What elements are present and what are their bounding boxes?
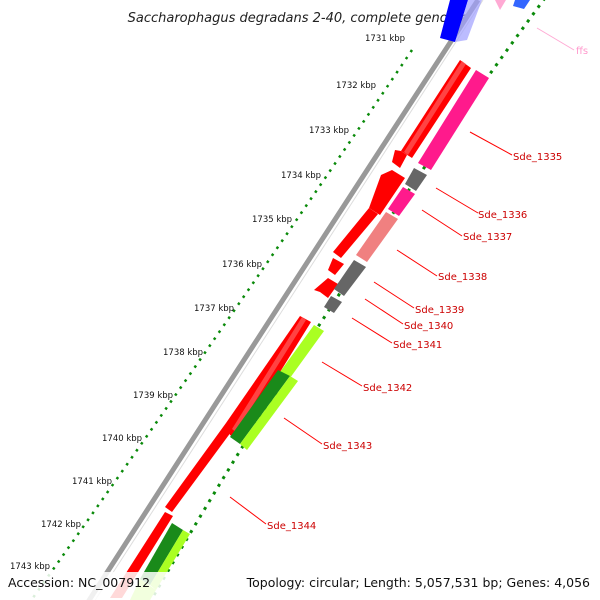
ruler-label: 1731 kbp xyxy=(365,34,405,44)
map-title: Saccharophagus degradans 2-40, complete … xyxy=(128,11,469,26)
ruler-labels: 1731 kbp 1732 kbp 1733 kbp 1734 kbp 1735… xyxy=(10,34,405,572)
ruler-label: 1738 kbp xyxy=(163,348,203,358)
ruler-label: 1735 kbp xyxy=(252,215,292,225)
gene-highlight xyxy=(232,317,306,432)
gene-arrow-sde-1344 xyxy=(140,523,183,585)
ruler-label: 1734 kbp xyxy=(281,171,321,181)
ruler-label: 1742 kbp xyxy=(41,520,81,530)
gene-arrow-sde-1342 xyxy=(280,325,324,378)
gene-arrow-sde-1336 xyxy=(405,168,427,191)
gene-arrow-sde-1340 xyxy=(324,296,342,313)
gene-label-sde-1340: Sde_1340 xyxy=(404,321,453,332)
gene-label-sde-1342: Sde_1342 xyxy=(363,383,412,394)
ruler-label: 1743 kbp xyxy=(10,562,50,572)
gene-arrow-sde-1343-b xyxy=(240,376,298,450)
ruler-label: 1740 kbp xyxy=(102,434,142,444)
rna-feature-arrow xyxy=(495,0,506,10)
gene-label-sde-1339: Sde_1339 xyxy=(415,305,464,316)
leader-sde-1343 xyxy=(283,417,323,445)
gene-label-sde-1344: Sde_1344 xyxy=(267,521,316,532)
gc-skew-outer-track xyxy=(149,0,546,600)
gene-label-leaders xyxy=(229,131,513,525)
blue-feature-top-light xyxy=(455,0,482,42)
gene-label-sde-1343: Sde_1343 xyxy=(323,441,372,452)
gene-arrow xyxy=(314,278,338,298)
gene-label-sde-1335: Sde_1335 xyxy=(513,152,562,163)
footer-background xyxy=(0,572,600,600)
gene-label-sde-1337: Sde_1337 xyxy=(463,232,512,243)
reverse-strand-genes xyxy=(130,70,489,600)
gene-label-sde-1338: Sde_1338 xyxy=(438,272,487,283)
gc-content-track xyxy=(29,49,414,600)
ruler-label: 1739 kbp xyxy=(133,391,173,401)
gene-arrow-sde-1339 xyxy=(334,260,366,296)
rna-label-leader xyxy=(536,27,575,51)
leader-sde-1344 xyxy=(229,496,267,525)
gene-arrow xyxy=(328,258,344,275)
ruler-label: 1741 kbp xyxy=(72,477,112,487)
gene-arrow-sde-1337 xyxy=(388,187,415,216)
blue-feature-right xyxy=(513,0,530,9)
gene-arrow xyxy=(165,423,234,512)
leader-sde-1336 xyxy=(435,187,479,214)
leader-sde-1340 xyxy=(364,298,404,325)
leader-sde-1335 xyxy=(469,131,513,156)
leader-sde-1342 xyxy=(321,361,363,387)
leader-sde-1337 xyxy=(421,209,463,237)
gene-arrow xyxy=(392,150,407,168)
leader-sde-1341 xyxy=(351,317,393,344)
leader-sde-1338 xyxy=(396,249,438,277)
genome-backbone xyxy=(86,0,481,600)
gene-arrow-sde-1343 xyxy=(230,370,290,444)
ruler-label: 1732 kbp xyxy=(336,81,376,91)
genome-backbone-inner xyxy=(94,0,484,600)
gene-arrow-sde-1338 xyxy=(356,212,398,262)
gene-label-sde-1336: Sde_1336 xyxy=(478,210,527,221)
accession-label: Accession: NC_007912 xyxy=(8,575,150,590)
leader-sde-1339 xyxy=(373,281,415,309)
gene-arrow xyxy=(369,170,405,215)
forward-strand-genes xyxy=(110,60,471,598)
gene-arrow xyxy=(333,208,378,258)
ruler-label: 1736 kbp xyxy=(222,260,262,270)
gene-labels: Sde_1335 Sde_1336 Sde_1337 Sde_1338 Sde_… xyxy=(267,152,562,532)
gene-label-sde-1341: Sde_1341 xyxy=(393,340,442,351)
ruler-label: 1737 kbp xyxy=(194,304,234,314)
ruler-label: 1733 kbp xyxy=(309,126,349,136)
gene-arrow-sde-1335 xyxy=(418,70,489,170)
gene-highlight xyxy=(404,61,466,155)
topology-label: Topology: circular; Length: 5,057,531 bp… xyxy=(246,575,590,590)
blue-feature-top xyxy=(440,0,468,42)
rna-label-ffs: ffs xyxy=(576,46,588,57)
